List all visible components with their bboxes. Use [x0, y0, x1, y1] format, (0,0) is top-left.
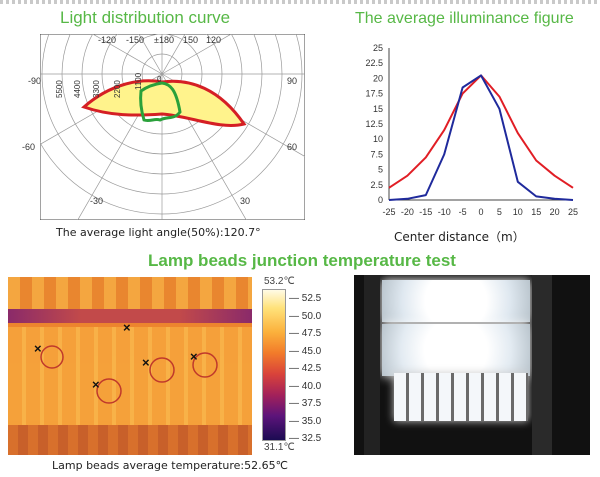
- top-dotted-rule: [0, 0, 600, 4]
- thermal-scale-tick-label: — 35.0: [289, 415, 322, 427]
- led-photo-right-frame: [532, 275, 552, 455]
- polar-grid-spoke: [161, 34, 232, 75]
- y-tick-label: 15: [373, 104, 383, 114]
- polar-radial-label: 3300: [92, 80, 101, 98]
- thermal-marker-x: ×: [190, 349, 198, 364]
- thermal-measure-circle: [40, 345, 64, 369]
- x-tick-label: -20: [401, 207, 414, 217]
- y-tick-label: 17.5: [365, 89, 383, 99]
- thermal-marker-x: ×: [92, 377, 100, 392]
- polar-grid-spoke: [92, 34, 163, 75]
- x-tick-label: -10: [438, 207, 451, 217]
- x-tick-label: 10: [513, 207, 523, 217]
- polar-radial-label: 2200: [113, 80, 122, 98]
- x-tick-label: 15: [531, 207, 541, 217]
- polar-radial-label: 0: [157, 75, 162, 84]
- thermal-image: × × × × ×: [8, 277, 252, 455]
- illuminance-chart: 0 2.5 5 7.5 10 12.5 15 17.5 20 22.5 25 -25 -20 -15 -10…: [365, 43, 578, 217]
- y-tick-label: 0: [378, 195, 383, 205]
- polar-radial-label: 4400: [73, 80, 82, 98]
- polar-curve-c0: [81, 79, 247, 127]
- polar-top-angle-label: 150: [183, 35, 198, 45]
- x-tick-label: 5: [497, 207, 502, 217]
- led-photo-left-frame: [364, 275, 380, 455]
- led-module-photo: [354, 275, 590, 455]
- illuminance-series-1: [388, 74, 574, 189]
- thermal-color-scale: [262, 289, 286, 441]
- y-tick-label: 22.5: [365, 58, 383, 68]
- polar-top-angle-label: -150: [126, 35, 144, 45]
- thermal-measure-circle: [149, 357, 175, 383]
- polar-grid-spoke: [161, 34, 186, 75]
- thermal-top-band: [8, 277, 252, 309]
- polar-right-angle-90: 90: [287, 76, 298, 86]
- thermal-bottom-band: [8, 425, 252, 455]
- polar-top-angle-label: 120: [206, 35, 221, 45]
- thermal-scale-min: 31.1℃: [264, 442, 295, 453]
- polar-grid-spoke: [138, 34, 163, 75]
- temperature-caption: Lamp beads average temperature:52.65℃: [52, 459, 288, 472]
- light-distribution-title: Light distribution curve: [60, 8, 231, 27]
- polar-bottom-angle-label: 30: [240, 196, 250, 206]
- y-tick-label: 12.5: [365, 119, 383, 129]
- thermal-hot-zone: [8, 327, 252, 425]
- thermal-markers-layer: [40, 345, 218, 404]
- x-tick-label: 20: [550, 207, 560, 217]
- junction-temperature-title: Lamp beads junction temperature test: [148, 251, 456, 270]
- polar-radial-label: 1100: [134, 72, 143, 90]
- thermal-scale-max: 53.2℃: [264, 276, 295, 287]
- thermal-scale-tick-label: — 47.5: [289, 328, 322, 339]
- thermal-measure-circle: [192, 352, 218, 378]
- polar-left-angle-neg60: -60: [22, 142, 36, 152]
- thermal-cool-strip: [8, 309, 252, 323]
- thermal-scale-tick-label: — 42.5: [289, 363, 322, 374]
- thermal-scale-tick-label: — 32.5: [289, 433, 322, 444]
- polar-distribution-diagram: -120 -150 ±180 150 120 5500 4400 3300 22…: [40, 34, 305, 220]
- thermal-scale-tick-label: — 45.0: [289, 345, 322, 357]
- polar-radial-label: 5500: [55, 80, 64, 98]
- polar-top-angle-label: -120: [98, 35, 116, 45]
- x-tick-label: -15: [419, 207, 432, 217]
- led-module-lower: [394, 373, 528, 421]
- polar-left-angle-neg90: -90: [27, 76, 41, 86]
- x-tick-label: -25: [382, 207, 395, 217]
- polar-curve-c90: [139, 81, 182, 123]
- x-tick-label: 25: [568, 207, 578, 217]
- polar-bottom-angle-label: -30: [90, 196, 103, 206]
- thermal-scale-tick-label: — 52.5: [289, 293, 322, 304]
- led-module-middle: [382, 324, 530, 376]
- thermal-marker-x: ×: [142, 355, 150, 370]
- light-angle-caption: The average light angle(50%):120.7°: [56, 226, 261, 239]
- polar-right-angle-60: 60: [287, 142, 298, 152]
- y-tick-label: 10: [373, 134, 383, 144]
- y-tick-label: 20: [373, 73, 383, 83]
- illuminance-title: The average illuminance figure: [355, 10, 574, 27]
- led-module-upper: [382, 280, 530, 322]
- polar-top-angle-label: ±180: [154, 35, 174, 45]
- x-tick-label: 0: [478, 207, 483, 217]
- y-tick-label: 7.5: [370, 149, 383, 159]
- y-tick-label: 25: [373, 43, 383, 53]
- thermal-scale-tick-label: — 37.5: [289, 398, 322, 409]
- thermal-measure-circle: [96, 378, 122, 404]
- thermal-scale-tick-label: — 50.0: [289, 310, 322, 322]
- illuminance-series-2: [388, 74, 574, 201]
- x-tick-label: -5: [459, 207, 467, 217]
- thermal-scale-tick-label: — 40.0: [289, 380, 322, 392]
- thermal-marker-x: ×: [123, 320, 131, 335]
- thermal-marker-x: ×: [34, 341, 42, 356]
- y-tick-label: 2.5: [370, 180, 383, 190]
- center-distance-label: Center distance（m）: [394, 230, 525, 244]
- y-tick-label: 5: [378, 165, 383, 175]
